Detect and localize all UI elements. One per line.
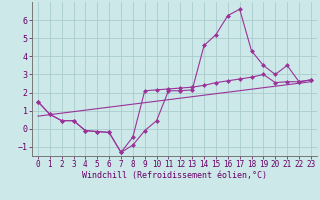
X-axis label: Windchill (Refroidissement éolien,°C): Windchill (Refroidissement éolien,°C): [82, 171, 267, 180]
